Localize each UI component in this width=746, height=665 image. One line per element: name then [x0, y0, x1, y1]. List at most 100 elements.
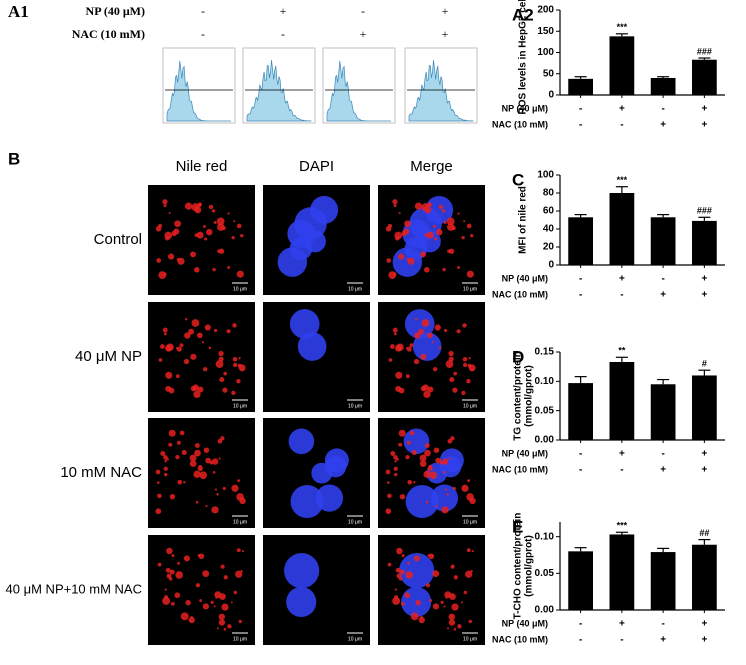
lipid-droplet: [201, 341, 204, 344]
sign: -: [620, 465, 623, 476]
lipid-droplet: [420, 353, 427, 360]
lipid-droplet: [447, 249, 451, 253]
lipid-droplet: [175, 347, 179, 350]
lipid-droplet: [179, 430, 185, 436]
lipid-droplet: [442, 471, 446, 474]
lipid-droplet: [424, 449, 431, 457]
lipid-droplet: [405, 347, 409, 350]
sign: +: [360, 27, 367, 41]
bar: [609, 361, 635, 440]
lipid-droplet: [163, 472, 168, 477]
y-tick-label: 20: [543, 242, 555, 253]
micrograph: [148, 302, 255, 412]
lipid-droplet: [435, 505, 438, 508]
lipid-droplet: [457, 624, 462, 629]
lipid-droplet: [456, 329, 461, 334]
y-axis-label: ROS levels in HepG2 cells: [518, 0, 529, 114]
lipid-droplet: [420, 385, 427, 392]
lipid-droplet: [423, 390, 431, 399]
lipid-droplet: [441, 506, 449, 514]
lipid-droplet: [216, 217, 225, 226]
lipid-droplet: [393, 472, 398, 477]
lipid-droplet: [409, 343, 414, 348]
lipid-droplet: [218, 613, 226, 621]
annotation: ##: [699, 528, 709, 538]
row-label: NP (40 μM): [86, 4, 145, 18]
lipid-droplet: [203, 224, 206, 228]
lipid-droplet: [398, 253, 405, 260]
lipid-droplet: [204, 324, 211, 331]
sign: -: [620, 290, 623, 301]
histogram-frame: [322, 47, 396, 124]
lipid-droplet: [230, 601, 233, 604]
bar: [692, 375, 717, 440]
bar: [650, 78, 676, 95]
lipid-droplet: [213, 328, 218, 333]
lipid-droplet: [415, 599, 421, 606]
lipid-droplet: [217, 223, 225, 231]
lipid-droplet: [236, 223, 242, 229]
scale-bar-label: 10 μm: [463, 636, 477, 642]
sign: -: [661, 619, 664, 630]
nucleus: [286, 586, 317, 618]
bar: [568, 217, 593, 265]
lipid-droplet: [194, 233, 199, 237]
sign: +: [619, 274, 625, 285]
row-label: NP (40 μM): [502, 448, 548, 458]
histogram: [246, 60, 312, 122]
lipid-droplet: [189, 454, 197, 462]
lipid-droplet: [407, 257, 415, 265]
lipid-droplet: [179, 343, 184, 348]
scale-bar-label: 10 μm: [463, 519, 477, 525]
y-axis-label: MFI of nile red: [518, 186, 529, 254]
lipid-droplet: [236, 378, 241, 384]
scale-bar-label: 10 μm: [348, 403, 362, 409]
lipid-droplet: [392, 327, 398, 333]
lipid-droplet: [235, 570, 243, 578]
bar: [568, 78, 593, 95]
sign: +: [701, 274, 707, 285]
lipid-droplet: [407, 479, 413, 485]
lipid-droplet: [196, 332, 203, 339]
sign: +: [660, 120, 666, 131]
lipid-droplet: [445, 360, 454, 368]
sign: -: [579, 290, 582, 301]
lipid-droplet: [451, 603, 459, 611]
lipid-droplet: [424, 206, 432, 214]
lipid-droplet: [166, 457, 169, 461]
nucleus: [403, 428, 430, 455]
lipid-droplet: [425, 500, 429, 504]
lipid-droplet: [465, 570, 473, 578]
lipid-droplet: [208, 346, 212, 350]
annotation: **: [618, 346, 626, 356]
nucleus: [284, 553, 320, 589]
nucleus: [324, 448, 349, 473]
y-tick-label: 40: [543, 224, 555, 235]
lipid-droplet: [169, 493, 176, 500]
micrograph: [263, 535, 370, 645]
row-label: NAC (10 mM): [492, 289, 548, 299]
lipid-droplet: [185, 599, 191, 606]
sign: +: [701, 449, 707, 460]
lipid-droplet: [457, 266, 461, 269]
nucleus: [289, 237, 313, 260]
lipid-droplet: [223, 575, 228, 580]
lipid-droplet: [467, 479, 471, 483]
lipid-droplet: [157, 562, 162, 567]
annotation: ###: [697, 206, 712, 216]
y-tick-label: 0: [548, 90, 554, 101]
sign: +: [619, 619, 625, 630]
lipid-droplet: [466, 548, 471, 553]
bar: [568, 551, 593, 610]
lipid-droplet: [446, 493, 449, 496]
lipid-droplet: [231, 390, 236, 395]
nucleus: [405, 485, 439, 519]
lipid-droplet: [203, 447, 210, 453]
lipid-droplet: [452, 387, 458, 393]
row-label: NAC (10 mM): [492, 464, 548, 474]
lipid-droplet: [419, 460, 427, 468]
scale-bar-label: 10 μm: [233, 403, 247, 409]
lipid-droplet: [202, 603, 209, 610]
lipid-droplet: [236, 493, 244, 501]
bar: [692, 544, 717, 610]
